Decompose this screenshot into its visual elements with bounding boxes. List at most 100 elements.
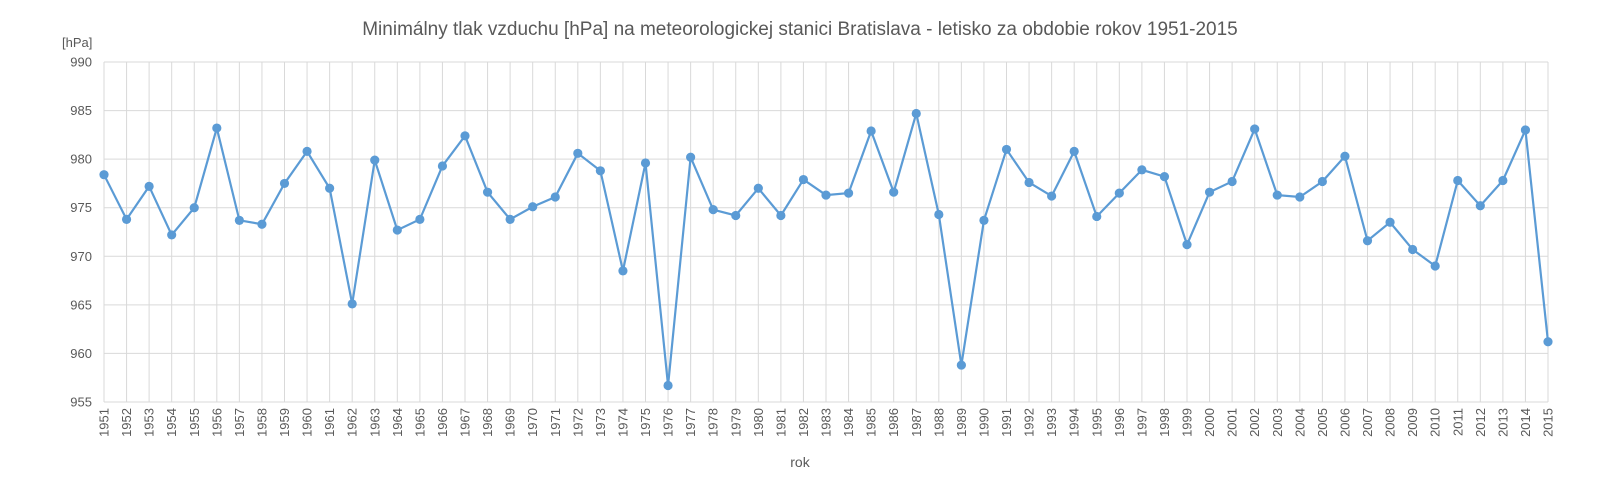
x-tick-label: 1970	[525, 408, 540, 437]
data-point	[866, 126, 876, 136]
x-tick-label: 1996	[1112, 408, 1127, 437]
x-tick-label: 2003	[1270, 408, 1285, 437]
x-tick-label: 1952	[119, 408, 134, 437]
y-tick-label: 955	[70, 395, 92, 410]
x-tick-label: 1997	[1134, 408, 1149, 437]
x-tick-label: 1966	[435, 408, 450, 437]
x-tick-label: 1977	[683, 408, 698, 437]
data-point	[121, 214, 132, 224]
y-tick-label: 985	[70, 103, 92, 118]
data-point	[798, 174, 809, 185]
data-point	[460, 131, 470, 141]
x-tick-label: 1971	[548, 408, 563, 437]
data-point	[1227, 176, 1237, 187]
data-point	[144, 181, 154, 191]
x-tick-label: 1954	[164, 408, 179, 437]
data-point	[618, 266, 628, 276]
data-point	[753, 183, 763, 193]
x-tick-label: 2001	[1225, 408, 1240, 437]
x-axis-label: rok	[790, 454, 810, 470]
x-tick-label: 1988	[931, 408, 946, 437]
x-tick-label: 2009	[1405, 408, 1420, 437]
data-point	[640, 158, 651, 168]
x-tick-labels: 1951 1952 1953 1954 1955 1956 1957 1958 1959 1960…	[97, 408, 1556, 437]
data-point	[1295, 192, 1305, 202]
y-tick-label: 980	[70, 152, 92, 167]
y-tick-label: 965	[70, 297, 92, 312]
x-tick-label: 1979	[728, 408, 743, 437]
x-tick-label: 1958	[254, 408, 269, 437]
x-tick-label: 1982	[796, 408, 811, 437]
data-point	[1408, 244, 1418, 255]
data-point	[482, 187, 493, 197]
x-tick-label: 1993	[1044, 408, 1059, 437]
data-point	[1430, 261, 1440, 271]
x-tick-label: 2002	[1247, 408, 1262, 437]
data-point	[708, 205, 718, 215]
data-point	[302, 146, 312, 156]
data-point	[821, 190, 831, 200]
data-point	[1024, 177, 1034, 188]
data-point	[370, 155, 380, 165]
grid-lines	[103, 61, 1549, 403]
x-tick-label: 1951	[97, 408, 112, 437]
x-tick-label: 1998	[1157, 408, 1172, 437]
y-tick-label: 970	[70, 249, 92, 264]
y-tick-label: 990	[70, 55, 92, 70]
x-tick-label: 1972	[570, 408, 585, 437]
data-point	[347, 299, 357, 309]
x-tick-label: 1953	[142, 408, 157, 437]
data-point	[686, 152, 696, 162]
x-tick-label: 1965	[412, 408, 427, 437]
data-point	[415, 214, 425, 224]
data-point	[212, 123, 222, 133]
x-tick-label: 2000	[1202, 408, 1217, 437]
x-tick-label: 1975	[638, 408, 653, 437]
x-tick-label: 1955	[187, 408, 202, 437]
x-tick-label: 1985	[864, 408, 879, 437]
x-tick-label: 1980	[751, 408, 766, 437]
x-tick-label: 2012	[1473, 408, 1488, 437]
data-point	[731, 210, 741, 221]
x-tick-label: 1987	[909, 408, 924, 437]
data-point	[1114, 188, 1124, 198]
x-tick-label: 1956	[209, 408, 224, 437]
data-point	[1069, 146, 1079, 156]
x-tick-label: 1990	[976, 408, 991, 437]
x-tick-label: 2014	[1518, 408, 1533, 437]
x-tick-label: 2013	[1495, 408, 1510, 437]
data-point	[934, 209, 944, 220]
data-point	[979, 215, 989, 225]
x-tick-label: 1995	[1089, 408, 1104, 437]
data-point	[257, 219, 267, 229]
x-tick-label: 1983	[819, 408, 834, 437]
data-point	[99, 170, 109, 180]
x-tick-label: 2004	[1292, 408, 1307, 437]
data-point	[1317, 176, 1327, 187]
y-tick-label: 975	[70, 200, 92, 215]
data-point	[189, 203, 199, 213]
x-tick-label: 1960	[300, 408, 315, 437]
x-tick-label: 2011	[1450, 408, 1465, 436]
data-point	[1182, 240, 1192, 250]
data-point	[1498, 175, 1508, 186]
x-tick-label: 1969	[503, 408, 518, 437]
data-point	[1092, 211, 1102, 222]
data-point	[505, 214, 515, 224]
data-point	[550, 192, 560, 202]
x-tick-label: 1984	[841, 408, 856, 437]
y-axis-unit-label: [hPa]	[62, 35, 92, 50]
x-tick-label: 1976	[661, 408, 676, 437]
x-tick-label: 1964	[390, 408, 405, 437]
x-tick-label: 2007	[1360, 408, 1375, 437]
x-tick-label: 1992	[1022, 408, 1037, 437]
data-point	[1204, 187, 1215, 197]
data-point	[167, 230, 177, 240]
x-tick-label: 1994	[1067, 408, 1082, 437]
data-point	[1475, 201, 1485, 211]
y-tick-label: 960	[70, 346, 92, 361]
x-tick-label: 1991	[999, 408, 1014, 437]
data-point	[573, 148, 583, 158]
data-points	[99, 108, 1553, 391]
